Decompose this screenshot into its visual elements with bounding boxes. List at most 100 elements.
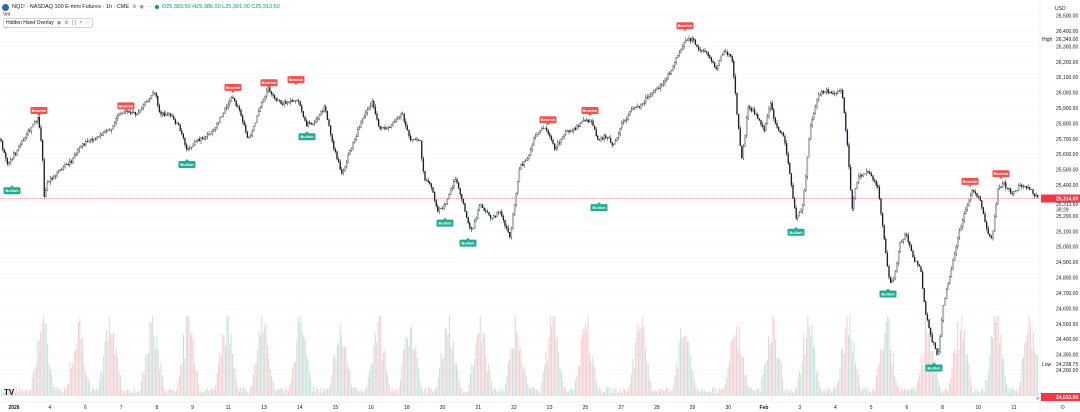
gear-icon[interactable]: ⚙ — [64, 20, 69, 26]
volume-bar — [852, 352, 854, 396]
candle — [693, 37, 695, 43]
volume-bar — [260, 335, 261, 396]
volume-bar — [563, 386, 565, 396]
candle-body — [577, 125, 580, 127]
candle — [446, 198, 449, 206]
symbol-title[interactable]: NQ1! · NASDAQ 100 E-mini Futures · 1h · … — [12, 4, 130, 10]
volume-bar — [535, 388, 537, 396]
candle — [486, 209, 489, 214]
more-icon[interactable]: ⋯ — [85, 20, 91, 26]
volume-bar — [481, 342, 483, 396]
candle-body — [5, 152, 7, 159]
candle — [536, 132, 538, 138]
volume-bar — [891, 364, 893, 396]
volume-bar — [958, 349, 960, 396]
candle — [345, 159, 348, 169]
candle-body — [963, 213, 965, 221]
candle-body — [261, 102, 263, 108]
candle — [1027, 184, 1029, 190]
candle-body — [755, 113, 757, 115]
candle-body — [453, 181, 455, 188]
volume-bar — [877, 368, 879, 396]
low-value-bg — [1054, 360, 1080, 368]
candle-body — [1009, 188, 1012, 194]
eye-icon[interactable]: ◉ — [56, 20, 62, 26]
candle-body — [973, 190, 975, 192]
candle — [963, 210, 965, 224]
candle-body — [409, 135, 412, 141]
candle — [342, 168, 345, 176]
volume-bar — [156, 335, 158, 396]
volume-bar — [701, 388, 702, 396]
candle — [761, 121, 764, 129]
candle-body — [499, 211, 501, 213]
price-tick-label: 26,300.00 — [1056, 44, 1078, 50]
candle — [243, 119, 245, 126]
volume-bar — [815, 372, 817, 396]
candle-body — [941, 320, 943, 337]
candle — [347, 152, 349, 164]
volume-bar — [358, 390, 359, 396]
candle-body — [736, 93, 738, 115]
volume-bar — [3, 390, 5, 396]
candle — [422, 156, 425, 174]
chart-settings-icon[interactable]: ⚙ — [1060, 404, 1065, 411]
candle — [461, 193, 463, 202]
volume-bar — [304, 340, 306, 396]
candle — [56, 171, 58, 179]
candle-body — [510, 228, 513, 238]
signal-pointer — [968, 184, 972, 187]
candle — [736, 92, 738, 116]
scroll-to-realtime-icon[interactable]: » — [1036, 396, 1040, 402]
candle — [622, 119, 625, 125]
price-tick-label: 24,400.00 — [1056, 337, 1078, 343]
candle — [462, 198, 465, 205]
volume-bar — [493, 387, 495, 396]
candle-body — [438, 208, 441, 212]
candle — [419, 139, 421, 142]
candle — [517, 180, 519, 196]
candle-body — [677, 55, 679, 58]
candle — [121, 112, 124, 115]
candle — [158, 103, 161, 114]
volume-bar — [296, 340, 298, 396]
candle — [705, 50, 708, 56]
signal-pointer — [10, 185, 14, 188]
volume-label[interactable]: Vol — [3, 12, 10, 18]
source-code-icon[interactable]: { } — [71, 20, 77, 26]
volume-bar — [246, 390, 247, 396]
volume-bar — [166, 392, 168, 396]
candle — [585, 117, 588, 122]
volume-bar — [570, 388, 572, 396]
volume-bar — [566, 391, 568, 396]
volume-bar — [731, 340, 733, 396]
signal-pointer — [267, 86, 271, 89]
candle — [286, 100, 289, 106]
candle-body — [907, 234, 909, 243]
candle-body — [1001, 183, 1004, 188]
indicator-legend[interactable]: Hidden Hand Overlay ◉ ⚙ { } × ⋯ — [3, 18, 94, 28]
candle — [19, 142, 21, 148]
candle-body — [717, 65, 719, 70]
volume-bar — [682, 337, 684, 396]
candle-body — [481, 204, 484, 209]
volume-bar — [61, 391, 63, 396]
candle-body — [726, 52, 729, 56]
visibility-icon[interactable]: ◉ — [139, 4, 144, 10]
volume-bar — [825, 392, 827, 396]
candle — [429, 180, 431, 186]
candle — [1022, 184, 1025, 190]
candle — [901, 239, 903, 243]
volume-bar — [279, 388, 281, 396]
time-axis[interactable]: 2026 4 6 7 8 9 11 13 14 15 16 18 20 21 22 23 25 27 28 29 30 F… — [0, 396, 1080, 411]
delete-icon[interactable]: × — [79, 20, 83, 26]
tradingview-logo[interactable]: TV — [4, 388, 15, 397]
more-icon[interactable]: ⋯ — [146, 4, 152, 10]
candle-body — [566, 130, 569, 132]
collapse-legend-icon[interactable]: ⌃ — [4, 27, 9, 33]
price-axis[interactable]: USD26,500.0026,400.0026,300.0026,200.002… — [1039, 0, 1080, 412]
candle-body — [1033, 193, 1036, 197]
candle-body — [992, 230, 994, 239]
settings-icon[interactable]: ⚙ — [132, 4, 137, 10]
